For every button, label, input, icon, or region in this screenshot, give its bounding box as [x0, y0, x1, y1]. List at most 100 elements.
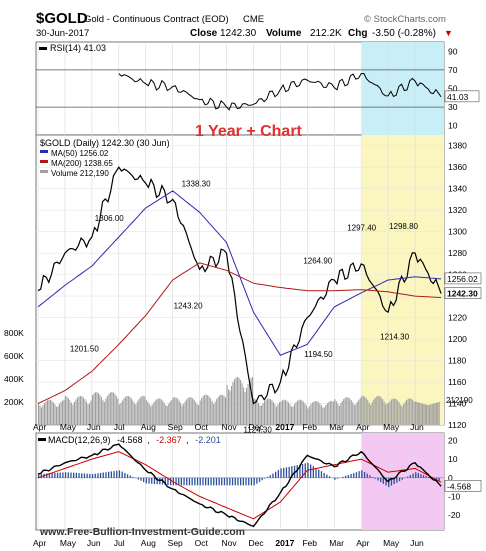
- volume-bar: [88, 403, 90, 425]
- volume-y-tick: 400K: [4, 374, 24, 384]
- volume-bar: [223, 395, 225, 425]
- volume-bar: [349, 398, 351, 425]
- volume-y-tick: 800K: [4, 328, 24, 338]
- macd-histogram-bar: [59, 472, 61, 478]
- volume-bar: [234, 379, 236, 425]
- macd-histogram-bar: [48, 473, 51, 478]
- price-x-tick: Feb: [302, 422, 317, 432]
- volume-bar: [322, 407, 324, 425]
- macd-histogram-bar: [129, 475, 131, 478]
- price-x-tick: Dec: [248, 422, 264, 432]
- volume-bar: [144, 396, 146, 425]
- volume-bar: [217, 397, 219, 425]
- volume-bar: [240, 380, 242, 425]
- macd-histogram-bar: [126, 474, 129, 478]
- volume-bar: [145, 399, 147, 425]
- volume-bar: [138, 399, 140, 425]
- one-year-annotation: 1 Year + Chart: [195, 123, 303, 140]
- macd-histogram-bar: [164, 477, 166, 485]
- macd-histogram-bar: [301, 464, 304, 478]
- price-y-tick: 1160: [448, 377, 467, 387]
- macd-histogram-bar: [167, 477, 169, 485]
- volume-bar: [328, 401, 330, 425]
- macd-histogram-bar: [258, 477, 261, 482]
- volume-bar: [237, 376, 239, 425]
- volume-bar: [108, 394, 110, 425]
- macd-histogram-bar: [156, 477, 158, 485]
- volume-bar: [284, 399, 286, 425]
- volume-bar: [299, 399, 301, 425]
- volume-bar: [398, 402, 400, 425]
- volume-bar: [259, 405, 261, 425]
- volume-bar: [250, 378, 252, 425]
- macd-current-tag: [444, 479, 482, 492]
- volume-bar: [275, 406, 277, 425]
- volume-bar: [166, 406, 168, 425]
- volume-bar: [69, 400, 71, 425]
- volume-bar: [263, 401, 265, 425]
- macd-histogram-bar: [350, 474, 352, 478]
- volume-bar: [81, 396, 83, 425]
- volume-bar: [54, 404, 56, 425]
- macd-histogram-bar: [178, 477, 180, 486]
- volume-bar: [186, 399, 188, 425]
- volume-bar: [268, 398, 270, 425]
- volume-bar: [123, 398, 125, 425]
- rsi-legend: RSI(14) 41.03: [39, 43, 106, 53]
- macd-histogram-bar: [213, 477, 215, 486]
- rsi-y-tick: 50: [448, 84, 458, 94]
- volume-bar: [61, 400, 63, 425]
- chg-value: -3.50 (-0.28%): [372, 28, 436, 39]
- volume-bar: [216, 399, 218, 425]
- volume-bar: [346, 397, 348, 425]
- volume-bar: [139, 397, 141, 425]
- macd-histogram-bar: [361, 470, 363, 478]
- volume-bar: [417, 402, 419, 425]
- volume-bar: [60, 402, 62, 425]
- volume-bar: [350, 400, 352, 425]
- volume-bar: [187, 397, 189, 425]
- volume-bar: [340, 403, 342, 425]
- macd-histogram-bar: [245, 477, 247, 486]
- volume-bar: [437, 402, 439, 425]
- macd-histogram-bar: [261, 477, 263, 481]
- volume-bar: [334, 399, 336, 425]
- macd-histogram-bar: [337, 477, 339, 479]
- macd-histogram-bar: [293, 465, 296, 478]
- rsi-y-tick: 30: [448, 102, 458, 112]
- macd-histogram-bar: [205, 477, 207, 486]
- volume-bar: [308, 406, 310, 425]
- volume-bar: [347, 397, 349, 425]
- volume-bar: [433, 403, 435, 425]
- volume-bar: [244, 391, 246, 425]
- volume-bar: [118, 404, 120, 425]
- macd-histogram-bar: [372, 477, 374, 478]
- macd-histogram-bar: [64, 472, 67, 478]
- volume-bar: [409, 398, 411, 425]
- volume-bar: [269, 399, 271, 425]
- price-current-tag: [444, 272, 482, 285]
- volume-bar: [235, 377, 237, 425]
- exchange-text: CME: [243, 14, 264, 25]
- price-annotation: 1306.00: [95, 214, 124, 223]
- axis-labels: Apr Apr May May Jun Jun Jul Jul Aug Aug Sep Sep Oct O…: [4, 46, 482, 548]
- volume-bar: [371, 402, 373, 425]
- volume-bar: [265, 399, 267, 425]
- close-value: 1242.30: [220, 28, 257, 39]
- volume-bar: [64, 396, 66, 425]
- volume-bar: [96, 392, 98, 425]
- volume-current-label: 212190: [446, 396, 473, 405]
- volume-bar: [130, 398, 132, 425]
- volume-bar: [238, 377, 240, 425]
- volume-bar: [78, 396, 80, 425]
- volume-bar: [359, 398, 361, 425]
- macd-histogram-bar: [86, 473, 88, 478]
- volume-legend-swatch: [40, 170, 48, 173]
- volume-bar: [313, 401, 315, 425]
- macd-histogram-value: -2.201: [195, 435, 221, 445]
- watermark-text: www.Free-Bullion-Investment-Guide.com: [39, 526, 245, 538]
- volume-bar: [255, 399, 257, 425]
- price-x-tick: Oct: [195, 422, 209, 432]
- macd-histogram-bar: [412, 473, 414, 478]
- volume-bar: [376, 396, 378, 425]
